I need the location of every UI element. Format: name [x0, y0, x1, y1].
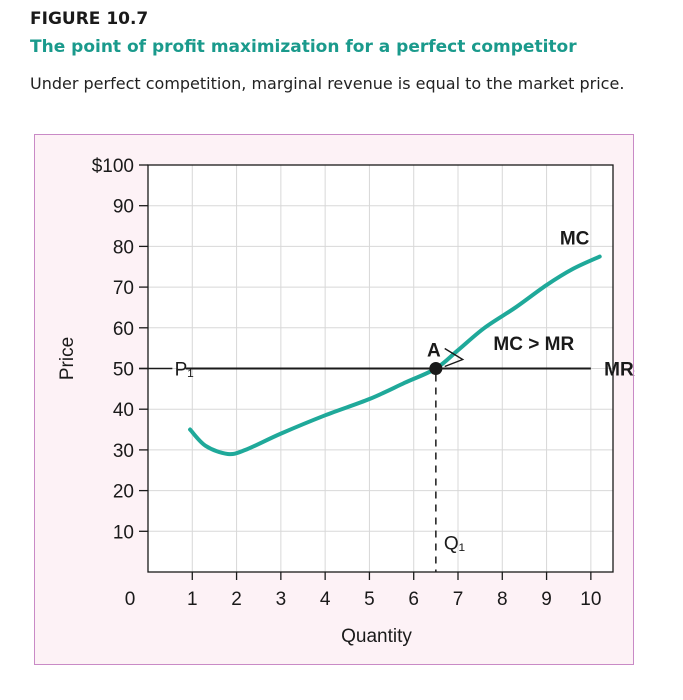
x-tick-label-3: 4 [320, 589, 331, 610]
x-origin-label: 0 [125, 589, 136, 610]
figure-label: FIGURE 10.7 [30, 9, 149, 29]
y-tick-label-6: 70 [113, 278, 134, 299]
y-tick-label-8: 90 [113, 197, 134, 218]
x-tick-label-8: 9 [541, 589, 552, 610]
mc-gt-mr-marker [444, 347, 465, 368]
figure-title: The point of profit maximization for a p… [30, 37, 577, 57]
mc-curve [188, 254, 602, 457]
x-axis-title: Quantity [341, 626, 412, 647]
y-tick-label-7: 80 [113, 237, 134, 258]
mc-label: MC [560, 228, 590, 249]
y-tick-label-9: $100 [92, 156, 134, 177]
x-tick-label-7: 8 [497, 589, 508, 610]
x-tick-label-2: 3 [276, 589, 287, 610]
point-a-label: A [427, 341, 441, 362]
q1-label: Q₁ [444, 534, 465, 555]
x-tick-label-5: 6 [408, 589, 419, 610]
mc-gt-mr-label: MC > MR [493, 334, 574, 355]
chart-panel: 10 20 30 40 50 60 70 80 90 $100 1 2 3 4 5 6 7 8 9 10 0 Quanti… [34, 134, 635, 665]
y-tick-label-4: 50 [113, 360, 134, 381]
y-tick-label-2: 30 [113, 441, 134, 462]
y-tick-label-5: 60 [113, 319, 134, 340]
chart-svg: 10 20 30 40 50 60 70 80 90 $100 1 2 3 4 5 6 7 8 9 10 0 Quanti… [57, 156, 635, 647]
p1-label: P₁ [175, 360, 194, 381]
y-axis-title: Price [57, 337, 78, 380]
x-tick-label-0: 1 [187, 589, 198, 610]
y-tick-label-0: 10 [113, 522, 134, 543]
figure-caption: Under perfect competition, marginal reve… [30, 74, 625, 93]
point-a-marker [429, 362, 443, 375]
x-tick-label-9: 10 [580, 589, 601, 610]
x-tick-label-4: 5 [364, 589, 375, 610]
y-tick-label-3: 40 [113, 400, 134, 421]
x-tick-label-6: 7 [453, 589, 464, 610]
mr-label: MR₁ [604, 360, 635, 381]
x-tick-label-1: 2 [231, 589, 242, 610]
y-tick-label-1: 20 [113, 482, 134, 503]
